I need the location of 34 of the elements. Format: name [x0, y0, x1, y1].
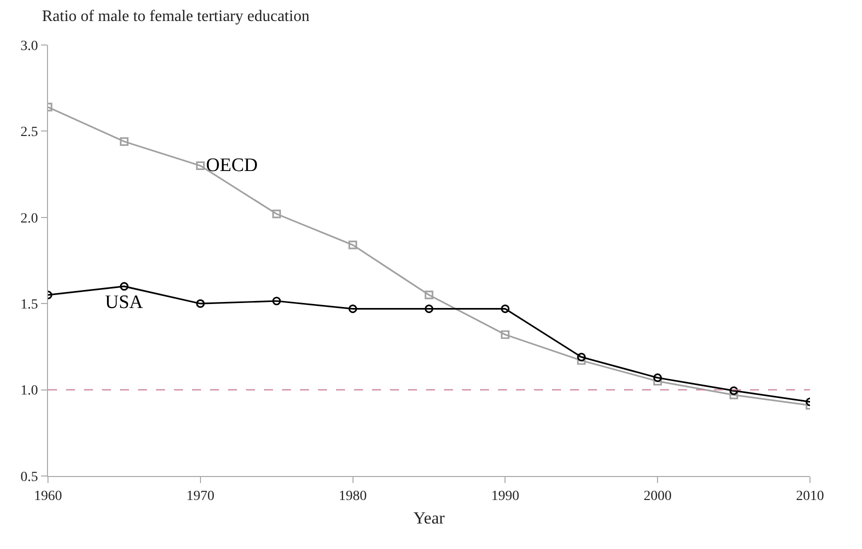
y-tick-label: 3.0: [20, 38, 38, 54]
point: [653, 376, 662, 386]
point: [730, 386, 738, 395]
point: [577, 356, 586, 365]
point: [653, 373, 662, 382]
point: [120, 137, 128, 146]
y-tick-label: 2.0: [20, 211, 38, 226]
point: [500, 330, 510, 339]
point: [424, 304, 434, 314]
point: [272, 296, 281, 306]
point: [348, 304, 358, 314]
point: [500, 304, 510, 314]
x-axis-title: Year: [413, 508, 445, 528]
point: [196, 161, 205, 170]
x-tick-label: 2000: [644, 488, 672, 504]
series-label: OECD: [206, 155, 258, 176]
x-tick-label: 1970: [186, 488, 214, 504]
point: [272, 210, 281, 218]
point: [196, 299, 205, 308]
point: [730, 390, 738, 400]
x-tick-label: 1960: [34, 488, 62, 504]
point: [577, 352, 586, 362]
point: [424, 290, 434, 300]
x-tick-label: 2010: [796, 488, 824, 504]
y-axis-title: Ratio of male to female tertiary education: [42, 8, 310, 25]
y-tick-label: 1.5: [20, 298, 38, 312]
series-label: USA: [105, 292, 144, 313]
y-tick-label: 1.0: [20, 384, 38, 399]
y-tick-label: 2.5: [20, 125, 38, 140]
point: [348, 240, 358, 250]
point: [120, 282, 128, 291]
x-tick-label: 1980: [338, 488, 367, 504]
x-tick-label: 1990: [491, 488, 520, 504]
y-tick-label: 0.5: [20, 470, 38, 485]
